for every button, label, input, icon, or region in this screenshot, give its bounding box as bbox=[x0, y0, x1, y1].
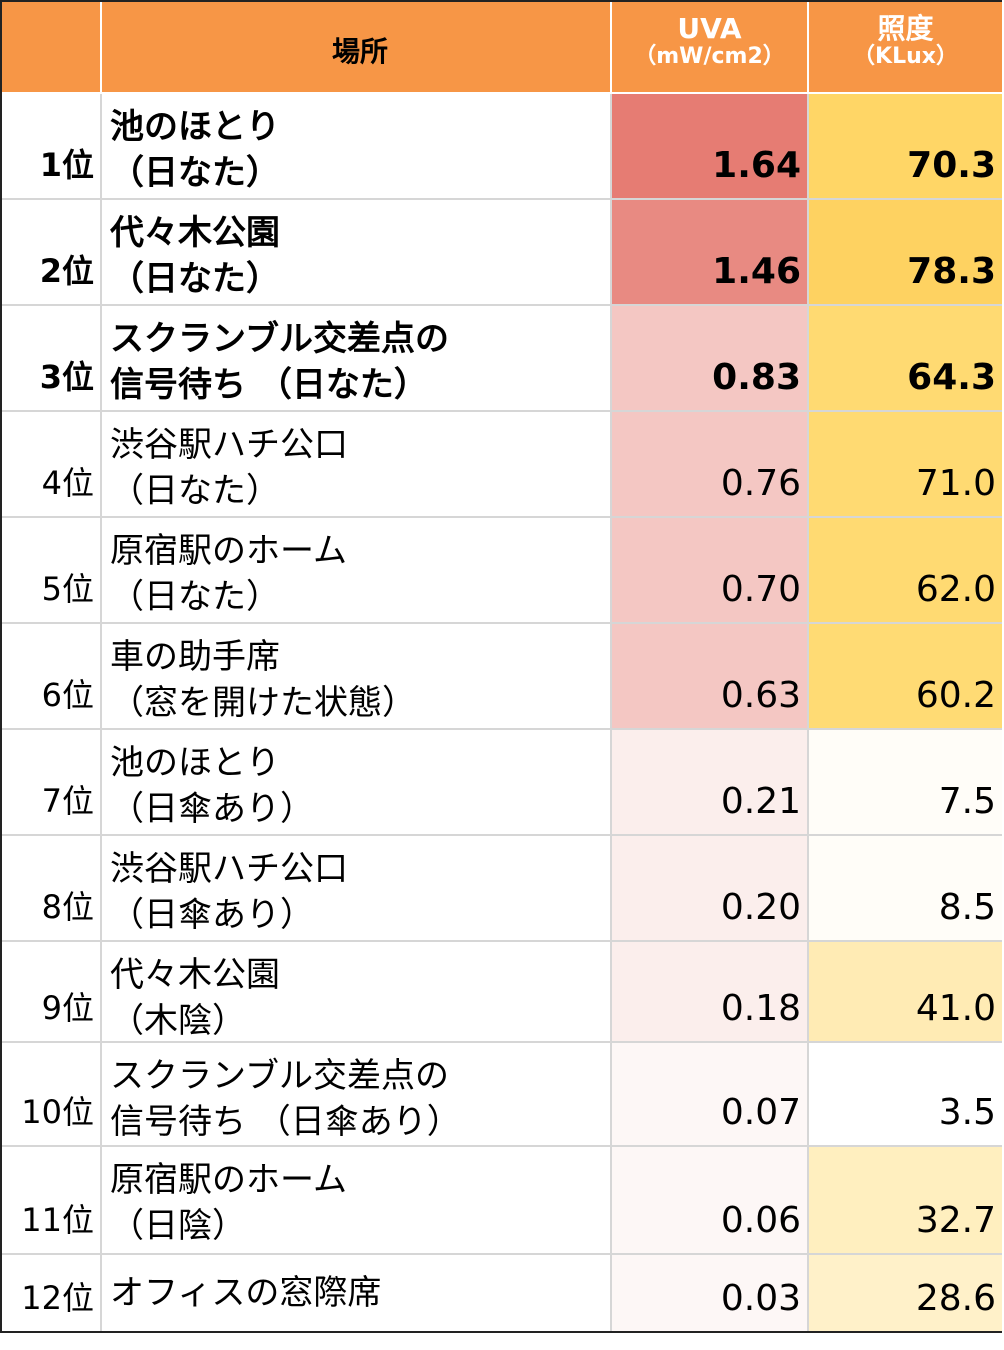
place-line-2: 信号待ち （日なた） bbox=[110, 365, 428, 405]
lux-value-cell: 3.5 bbox=[809, 1043, 1002, 1147]
uva-value-cell: 0.76 bbox=[612, 412, 809, 518]
rank-cell: 3位 bbox=[2, 306, 102, 412]
uva-value-cell: 0.07 bbox=[612, 1043, 809, 1147]
place-line-1: 代々木公園 bbox=[110, 213, 280, 253]
place-line-1: 渋谷駅ハチ公口 bbox=[110, 425, 348, 465]
place-line-2: （日傘あり） bbox=[110, 789, 314, 829]
header-rank bbox=[2, 2, 102, 94]
uva-value-cell: 0.06 bbox=[612, 1147, 809, 1255]
place-line-1: 原宿駅のホーム bbox=[110, 531, 347, 571]
rank-cell: 7位 bbox=[2, 730, 102, 836]
uva-value-cell: 0.21 bbox=[612, 730, 809, 836]
rank-cell: 12位 bbox=[2, 1255, 102, 1331]
place-cell: 池のほとり （日傘あり） bbox=[102, 730, 612, 836]
lux-value-cell: 62.0 bbox=[809, 518, 1002, 624]
uva-value-cell: 1.64 bbox=[612, 94, 809, 200]
lux-value-cell: 8.5 bbox=[809, 836, 1002, 942]
uva-value-cell: 0.03 bbox=[612, 1255, 809, 1331]
lux-value-cell: 78.3 bbox=[809, 200, 1002, 306]
header-uva-unit: （mW/cm2） bbox=[634, 44, 785, 69]
place-line-2: （日なた） bbox=[110, 577, 280, 617]
place-line-2: 信号待ち （日傘あり） bbox=[110, 1102, 461, 1142]
rank-cell: 4位 bbox=[2, 412, 102, 518]
place-cell: 渋谷駅ハチ公口 （日傘あり） bbox=[102, 836, 612, 942]
rank-cell: 10位 bbox=[2, 1043, 102, 1147]
place-cell: 池のほとり （日なた） bbox=[102, 94, 612, 200]
header-lux-title: 照度 bbox=[877, 12, 934, 45]
place-line-2: （木陰） bbox=[110, 1001, 246, 1041]
lux-value-cell: 41.0 bbox=[809, 942, 1002, 1043]
lux-value-cell: 71.0 bbox=[809, 412, 1002, 518]
lux-value-cell: 32.7 bbox=[809, 1147, 1002, 1255]
place-cell: 渋谷駅ハチ公口 （日なた） bbox=[102, 412, 612, 518]
uva-value-cell: 0.83 bbox=[612, 306, 809, 412]
rank-cell: 1位 bbox=[2, 94, 102, 200]
place-line-2: （日陰） bbox=[110, 1206, 246, 1246]
header-lux: 照度 （KLux） bbox=[809, 2, 1002, 94]
lux-value-cell: 28.6 bbox=[809, 1255, 1002, 1331]
uva-value-cell: 0.20 bbox=[612, 836, 809, 942]
place-line-1: スクランブル交差点の bbox=[110, 319, 449, 359]
place-line-1: 代々木公園 bbox=[110, 955, 280, 995]
lux-value-cell: 64.3 bbox=[809, 306, 1002, 412]
uva-value-cell: 0.18 bbox=[612, 942, 809, 1043]
place-line-1: 池のほとり bbox=[110, 107, 280, 147]
rank-cell: 5位 bbox=[2, 518, 102, 624]
place-line-2: （日なた） bbox=[110, 471, 280, 511]
place-cell: 代々木公園 （木陰） bbox=[102, 942, 612, 1043]
lux-value-cell: 70.3 bbox=[809, 94, 1002, 200]
uva-value-cell: 0.63 bbox=[612, 624, 809, 730]
rank-cell: 11位 bbox=[2, 1147, 102, 1255]
place-line-1: スクランブル交差点の bbox=[110, 1056, 449, 1096]
lux-value-cell: 7.5 bbox=[809, 730, 1002, 836]
place-line-2: （日傘あり） bbox=[110, 895, 314, 935]
header-uva: UVA （mW/cm2） bbox=[612, 2, 809, 94]
place-cell: スクランブル交差点の 信号待ち （日なた） bbox=[102, 306, 612, 412]
rank-cell: 9位 bbox=[2, 942, 102, 1043]
lux-value-cell: 60.2 bbox=[809, 624, 1002, 730]
place-line-1: 池のほとり bbox=[110, 743, 280, 783]
place-line-1: オフィスの窓際席 bbox=[110, 1273, 382, 1313]
header-lux-unit: （KLux） bbox=[853, 44, 958, 69]
uva-value-cell: 1.46 bbox=[612, 200, 809, 306]
place-cell: 原宿駅のホーム （日陰） bbox=[102, 1147, 612, 1255]
place-line-1: 原宿駅のホーム bbox=[110, 1160, 347, 1200]
header-uva-title: UVA bbox=[677, 12, 742, 45]
place-line-1: 渋谷駅ハチ公口 bbox=[110, 849, 348, 889]
place-line-2: （日なた） bbox=[110, 153, 280, 193]
place-cell: 代々木公園 （日なた） bbox=[102, 200, 612, 306]
rank-cell: 6位 bbox=[2, 624, 102, 730]
place-line-1: 車の助手席 bbox=[110, 637, 280, 677]
uva-value-cell: 0.70 bbox=[612, 518, 809, 624]
header-place: 場所 bbox=[102, 2, 612, 94]
place-cell: オフィスの窓際席 bbox=[102, 1255, 612, 1331]
rank-cell: 2位 bbox=[2, 200, 102, 306]
place-cell: 原宿駅のホーム （日なた） bbox=[102, 518, 612, 624]
rank-cell: 8位 bbox=[2, 836, 102, 942]
place-cell: 車の助手席 （窓を開けた状態） bbox=[102, 624, 612, 730]
place-line-2: （窓を開けた状態） bbox=[110, 683, 416, 723]
place-cell: スクランブル交差点の 信号待ち （日傘あり） bbox=[102, 1043, 612, 1147]
place-line-2: （日なた） bbox=[110, 259, 280, 299]
